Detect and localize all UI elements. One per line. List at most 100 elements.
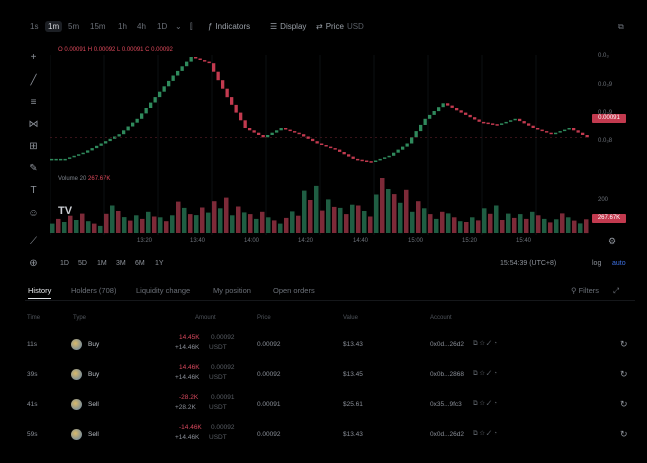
- trade-account[interactable]: 0x0b...2868: [430, 371, 464, 378]
- volume-bar: [548, 222, 553, 233]
- time-tick: 14:20: [298, 238, 314, 244]
- range-6m[interactable]: 6M: [135, 260, 145, 267]
- candle: [126, 126, 130, 131]
- price-chart[interactable]: [50, 55, 590, 235]
- timeframe-1d[interactable]: 1D: [157, 22, 168, 31]
- range-5d[interactable]: 5D: [78, 260, 87, 267]
- candle: [486, 122, 490, 125]
- volume-bar: [194, 215, 199, 233]
- account-actions-icon[interactable]: ⧉ ☆ ✓ ◔: [473, 370, 498, 377]
- time-tick: 14:00: [244, 238, 260, 244]
- candle: [140, 113, 144, 119]
- col-account[interactable]: Account: [430, 315, 452, 321]
- display-button[interactable]: ☰ Display: [270, 22, 307, 31]
- timeframe-1s[interactable]: 1s: [30, 22, 39, 31]
- candle: [122, 130, 126, 135]
- volume-bar: [260, 211, 265, 233]
- volume-bar: [302, 190, 307, 233]
- timeframe-1h[interactable]: 1h: [118, 22, 127, 31]
- candle: [522, 121, 526, 124]
- tab-liquidity-change[interactable]: Liquidity change: [136, 286, 191, 295]
- volume-bar: [62, 222, 67, 233]
- settings-gear-icon[interactable]: ⚙: [608, 236, 617, 246]
- account-actions-icon[interactable]: ⧉ ☆ ✓ ◔: [473, 340, 498, 347]
- volume-bar: [92, 223, 97, 233]
- chevron-down-icon[interactable]: ⌄: [175, 22, 182, 31]
- tx-link-icon[interactable]: ↻: [620, 399, 628, 409]
- brush-icon[interactable]: ✎: [29, 163, 38, 174]
- col-amount[interactable]: Amount: [195, 315, 216, 321]
- candle: [410, 137, 414, 144]
- tx-link-icon[interactable]: ↻: [620, 429, 628, 439]
- trade-account[interactable]: 0x0d...26d2: [430, 431, 464, 438]
- candle: [216, 71, 220, 81]
- zoom-icon[interactable]: ⊕: [29, 258, 38, 269]
- bottom-tabs: History Holders (708) Liquidity change M…: [25, 284, 635, 301]
- volume-bar: [116, 211, 121, 233]
- table-row[interactable]: 39s Buy 14.46K 0.00092 +14.46K USDT 0.00…: [25, 360, 635, 390]
- tab-my-position[interactable]: My position: [213, 286, 251, 295]
- account-actions-icon[interactable]: ⧉ ☆ ✓ ◔: [473, 400, 498, 407]
- col-price[interactable]: Price: [257, 315, 271, 321]
- auto-toggle[interactable]: auto: [612, 260, 626, 267]
- tx-link-icon[interactable]: ↻: [620, 339, 628, 349]
- col-value[interactable]: Value: [343, 315, 358, 321]
- trendline-icon[interactable]: ╱: [30, 75, 37, 86]
- col-type[interactable]: Type: [73, 315, 87, 321]
- tab-history[interactable]: History: [28, 286, 52, 299]
- crosshair-icon[interactable]: +: [30, 52, 37, 63]
- tx-link-icon[interactable]: ↻: [620, 369, 628, 379]
- emoji-icon[interactable]: ☺: [28, 208, 39, 219]
- candle: [432, 111, 436, 115]
- range-1y[interactable]: 1Y: [155, 260, 164, 267]
- candle: [572, 128, 576, 131]
- tab-holders[interactable]: Holders (708): [71, 286, 117, 295]
- amount-top: 14.46K: [179, 364, 200, 371]
- candle: [279, 128, 283, 131]
- fib-icon[interactable]: ⋈: [28, 119, 39, 130]
- candle: [185, 61, 189, 67]
- candle: [252, 130, 256, 133]
- volume-bar: [50, 223, 55, 233]
- trade-account[interactable]: 0x35...9fc3: [430, 401, 462, 408]
- timeframe-15m[interactable]: 15m: [90, 22, 106, 31]
- table-row[interactable]: 59s Sell -14.46K 0.00092 +14.46K USDT 0.…: [25, 420, 635, 450]
- ruler-icon[interactable]: ⟋: [30, 236, 37, 247]
- text-icon[interactable]: T: [30, 185, 37, 196]
- horizontal-lines-icon[interactable]: ≡: [30, 97, 37, 108]
- candle: [144, 108, 148, 114]
- table-row[interactable]: 41s Sell -28.2K 0.00091 +28.2K USDT 0.00…: [25, 390, 635, 420]
- candle: [392, 152, 396, 156]
- account-actions-icon[interactable]: ⧉ ☆ ✓ ◔: [473, 430, 498, 437]
- range-1m[interactable]: 1M: [97, 260, 107, 267]
- tab-open-orders[interactable]: Open orders: [273, 286, 315, 295]
- timeframe-5m[interactable]: 5m: [68, 22, 80, 31]
- candle: [234, 104, 238, 113]
- indicators-button[interactable]: ƒ Indicators: [208, 22, 251, 31]
- trade-account[interactable]: 0x0d...26d2: [430, 341, 464, 348]
- table-row[interactable]: 11s Buy 14.45K 0.00092 +14.46K USDT 0.00…: [25, 330, 635, 360]
- volume-bar: [452, 217, 457, 233]
- volume-bar: [440, 211, 445, 233]
- channel-icon[interactable]: ⊞: [29, 141, 38, 152]
- trade-type: Sell: [88, 431, 99, 438]
- timeframe-4h[interactable]: 4h: [137, 22, 146, 31]
- candle: [248, 128, 252, 131]
- volume-bar: [530, 211, 535, 233]
- volume-bar: [428, 214, 433, 233]
- candle: [72, 155, 76, 158]
- expand-icon[interactable]: ⤢: [613, 286, 619, 295]
- volume-bar: [434, 218, 439, 233]
- log-toggle[interactable]: log: [592, 260, 602, 267]
- price-toggle-button[interactable]: ⇄ Price USD: [316, 22, 364, 31]
- range-3m[interactable]: 3M: [116, 260, 126, 267]
- candle-type-icon[interactable]: ⫿: [190, 22, 193, 31]
- timeframe-1m[interactable]: 1m: [45, 21, 63, 32]
- range-1d[interactable]: 1D: [60, 260, 69, 267]
- col-time[interactable]: Time: [27, 315, 41, 321]
- candle: [527, 123, 531, 126]
- filters-button[interactable]: ⚲ Filters: [571, 286, 600, 295]
- candle: [513, 118, 517, 121]
- amount-sub: 0.00092: [211, 364, 235, 371]
- screenshot-icon[interactable]: ⧉: [618, 22, 624, 31]
